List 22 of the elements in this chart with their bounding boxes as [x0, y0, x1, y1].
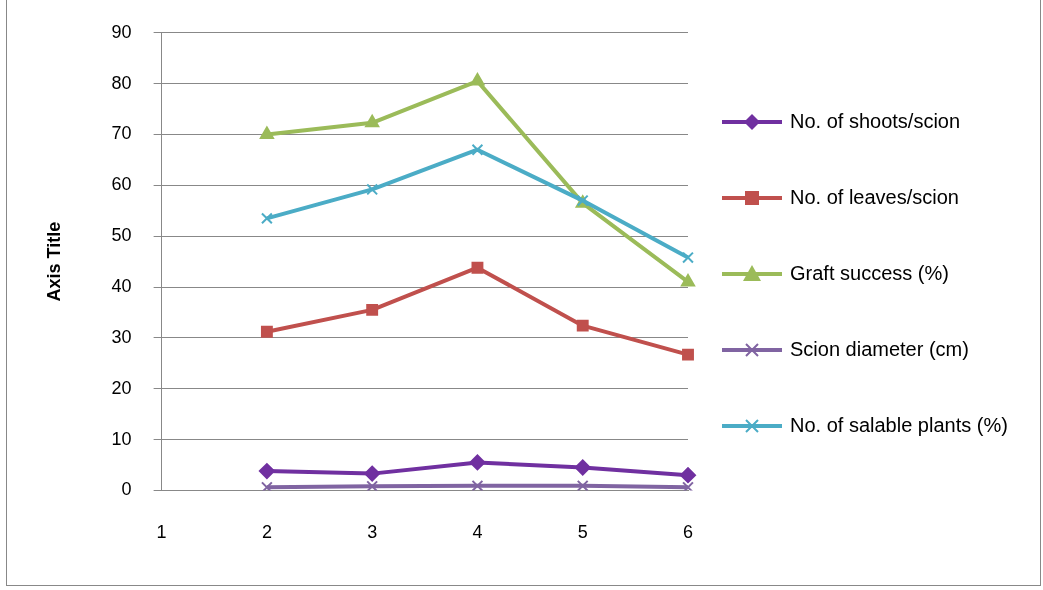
x-tick-label: 5 [577, 522, 588, 543]
x-tick-label: 2 [261, 522, 272, 543]
y-tick-label: 90 [111, 21, 132, 42]
y-tick-label: 50 [111, 225, 132, 246]
y-tick-label: 20 [111, 377, 132, 398]
y-tick-label: 10 [111, 428, 132, 449]
legend-label: No. of salable plants (%) [790, 414, 1008, 437]
legend-label: No. of leaves/scion [790, 186, 959, 209]
y-tick-label: 70 [111, 123, 132, 144]
y-tick-label: 0 [121, 479, 132, 500]
legend-label: Scion diameter (cm) [790, 338, 969, 361]
x-tick-label: 1 [156, 522, 167, 543]
y-tick-label: 40 [111, 275, 132, 296]
x-tick-label: 3 [367, 522, 378, 543]
legend-label: Graft success (%) [790, 262, 949, 285]
y-tick-label: 60 [111, 174, 132, 195]
y-tick-label: 80 [111, 72, 132, 93]
y-tick-label: 30 [111, 326, 132, 347]
x-tick-label: 4 [472, 522, 483, 543]
y-axis-title: Axis Title [43, 221, 64, 302]
legend-label: No. of shoots/scion [790, 110, 961, 133]
x-tick-label: 6 [682, 522, 694, 543]
